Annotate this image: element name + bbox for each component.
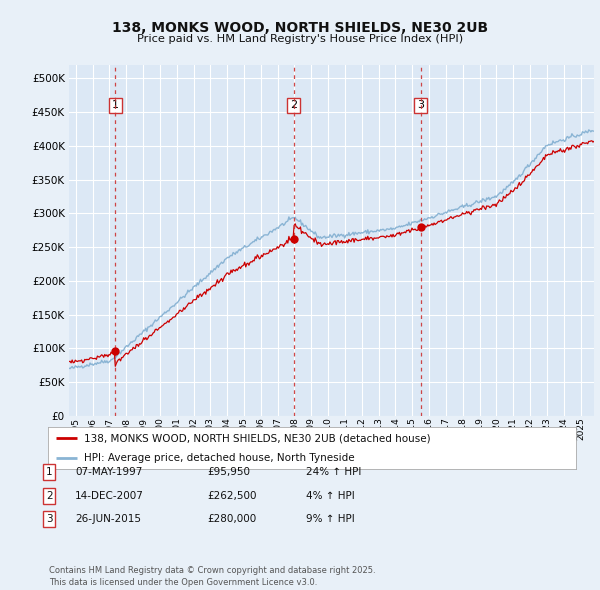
Text: 2: 2 [46,491,53,500]
Text: £262,500: £262,500 [207,491,257,500]
Text: 26-JUN-2015: 26-JUN-2015 [75,514,141,524]
Text: 14-DEC-2007: 14-DEC-2007 [75,491,144,500]
Text: 1: 1 [46,467,53,477]
Text: 07-MAY-1997: 07-MAY-1997 [75,467,142,477]
Text: HPI: Average price, detached house, North Tyneside: HPI: Average price, detached house, Nort… [84,453,355,463]
Text: 1: 1 [112,100,119,110]
Text: 2: 2 [290,100,298,110]
Text: 138, MONKS WOOD, NORTH SHIELDS, NE30 2UB: 138, MONKS WOOD, NORTH SHIELDS, NE30 2UB [112,21,488,35]
Text: 3: 3 [46,514,53,524]
Text: £95,950: £95,950 [207,467,250,477]
Text: £280,000: £280,000 [207,514,256,524]
Text: 138, MONKS WOOD, NORTH SHIELDS, NE30 2UB (detached house): 138, MONKS WOOD, NORTH SHIELDS, NE30 2UB… [84,433,431,443]
Text: 3: 3 [417,100,424,110]
Text: 4% ↑ HPI: 4% ↑ HPI [306,491,355,500]
Text: Contains HM Land Registry data © Crown copyright and database right 2025.
This d: Contains HM Land Registry data © Crown c… [49,566,376,587]
Text: 9% ↑ HPI: 9% ↑ HPI [306,514,355,524]
Text: Price paid vs. HM Land Registry's House Price Index (HPI): Price paid vs. HM Land Registry's House … [137,34,463,44]
Text: 24% ↑ HPI: 24% ↑ HPI [306,467,361,477]
